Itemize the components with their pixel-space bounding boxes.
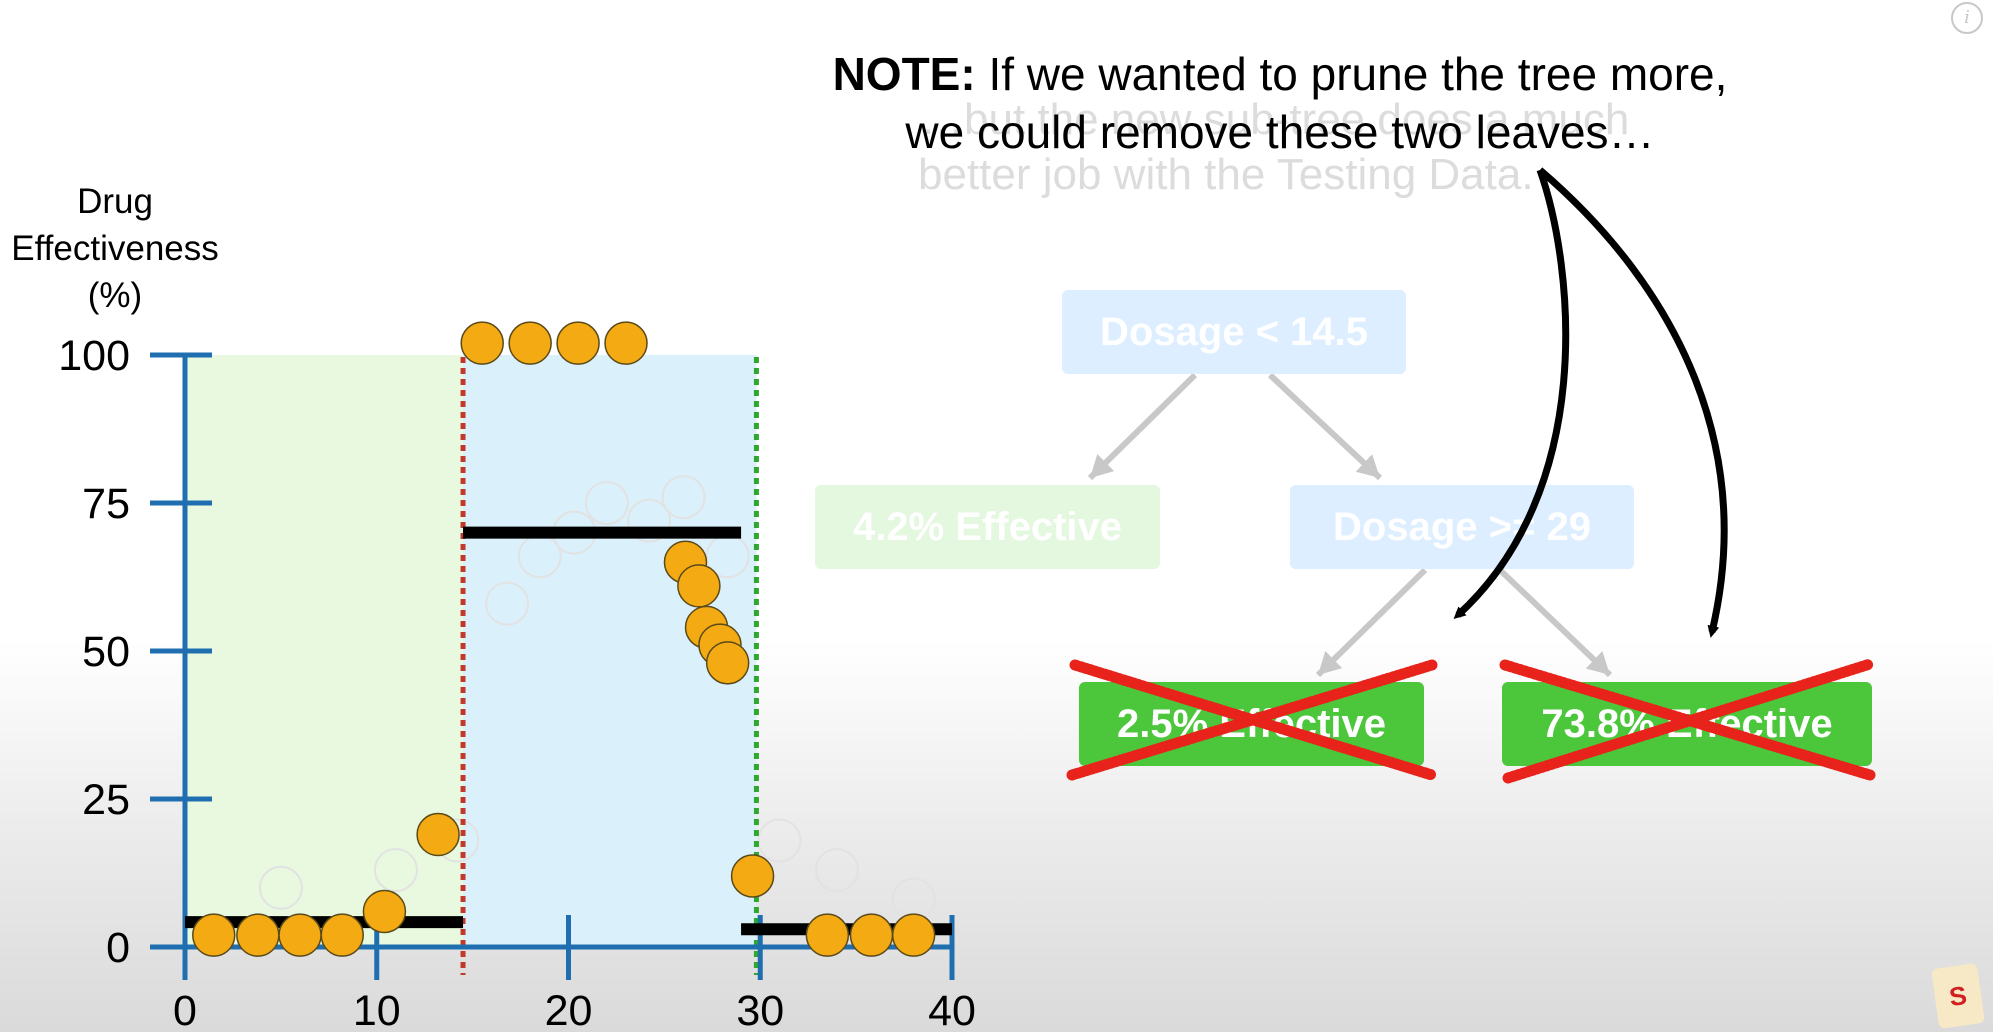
data-point-14 <box>705 641 750 685</box>
y-axis-label-line-2: Effectiveness <box>11 229 219 268</box>
x-tick-label-3: 30 <box>736 987 784 1032</box>
cross-b-stroke-4 <box>1507 663 1869 779</box>
data-point-18 <box>891 913 936 957</box>
x-tick-label-2: 20 <box>545 987 593 1032</box>
tick-labels: 0 25 50 75 100 0 10 20 30 40 <box>58 332 976 1032</box>
cross-a-stroke-4 <box>1073 664 1431 776</box>
tree-left-leaf-label: 4.2% Effective <box>852 504 1123 549</box>
ghost-point-7 <box>627 498 672 543</box>
y-tick-label-0: 0 <box>106 924 130 972</box>
tree-edge-arrow-3 <box>1585 651 1610 675</box>
data-point-4 <box>362 889 407 934</box>
tree-right-node-label: Dosage >= 29 <box>1333 504 1591 549</box>
y-tick-label-4: 100 <box>58 332 130 380</box>
tree-edges <box>1087 372 1613 678</box>
y-tick-label-2: 50 <box>82 628 130 676</box>
cross-leaf-b <box>1499 658 1876 784</box>
data-point-11 <box>677 564 721 608</box>
y-tick-label-3: 75 <box>82 480 130 528</box>
tree-right-node: Dosage >= 29 <box>1290 485 1634 569</box>
tree-edge-0 <box>1087 372 1198 481</box>
note-caption: NOTE: If we wanted to prune the tree mor… <box>800 45 1760 161</box>
ghost-caption-line-1: …but the new sub-tree does a much <box>920 95 1630 144</box>
data-point-0 <box>192 913 236 957</box>
arrow-to-leaf-a <box>1453 168 1570 620</box>
tree-root-node: Dosage < 14.5 <box>1062 290 1406 374</box>
tree-edge-arrow-2 <box>1318 651 1343 675</box>
ghost-point-0 <box>258 865 303 910</box>
ghost-point-3 <box>485 581 530 626</box>
data-point-9 <box>604 321 648 365</box>
split-lines <box>460 357 759 975</box>
y-axis-label: Drug Effectiveness (%) <box>0 178 230 319</box>
tree-left-leaf: 4.2% Effective <box>815 485 1160 569</box>
ghost-caption-line-2: better job with the Testing Data. <box>918 150 1534 199</box>
note-label: NOTE: <box>832 48 976 100</box>
data-point-7 <box>508 321 552 365</box>
y-axis-label-line-1: Drug <box>77 182 153 221</box>
note-text: If we wanted to prune the tree more, we … <box>905 48 1728 158</box>
data-point-5 <box>416 812 460 857</box>
x-tick-label-0: 0 <box>173 987 197 1032</box>
cross-leaf-a <box>1066 659 1438 781</box>
ghost-point-8 <box>661 475 706 520</box>
arrow-to-leaf-b <box>1537 167 1728 638</box>
data-point-8 <box>556 321 600 365</box>
data-point-6 <box>460 321 504 365</box>
data-point-3 <box>320 913 364 957</box>
ghost-points <box>258 475 936 922</box>
ghost-point-1 <box>373 848 418 893</box>
data-points <box>192 321 936 957</box>
tree-edge-1 <box>1267 372 1383 481</box>
x-tick-label-4: 40 <box>928 987 976 1032</box>
ghost-point-6 <box>584 481 629 525</box>
ghost-point-11 <box>814 848 859 893</box>
data-point-15 <box>730 854 775 898</box>
y-tick-label-1: 25 <box>82 776 130 824</box>
y-axis-label-line-3: (%) <box>87 276 143 315</box>
info-icon[interactable]: i <box>1951 2 1983 34</box>
tree-edge-arrow-1 <box>1355 454 1380 478</box>
tree-edge-3 <box>1497 567 1613 678</box>
ghost-point-10 <box>757 818 802 863</box>
x-tick-label-1: 10 <box>353 987 401 1032</box>
data-point-16 <box>805 913 850 957</box>
region-0 <box>185 355 464 947</box>
tree-edge-arrow-0 <box>1090 454 1115 478</box>
tree-root-label: Dosage < 14.5 <box>1100 309 1368 354</box>
tree-edge-2 <box>1315 567 1428 678</box>
channel-logo: S <box>1931 963 1985 1029</box>
